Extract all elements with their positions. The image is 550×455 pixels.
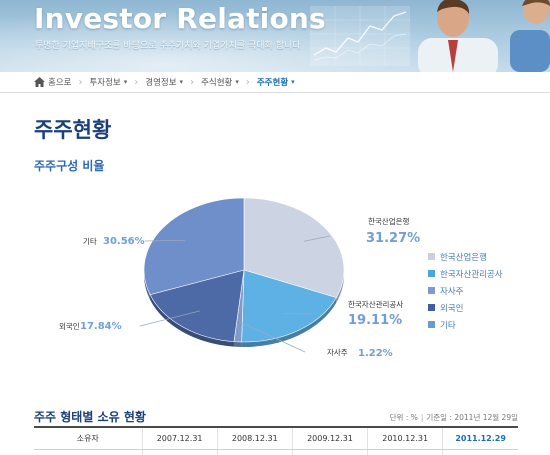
base-date-label: 기준일 : 2011년 12월 29일 bbox=[426, 413, 518, 422]
legend-item: 한국자산관리공사 bbox=[428, 265, 503, 282]
caret-down-icon: ▾ bbox=[235, 78, 239, 86]
slice-name-label: 한국산업은행 bbox=[368, 216, 409, 226]
leader-line bbox=[144, 239, 186, 242]
leader-line bbox=[283, 313, 313, 315]
breadcrumb-item-stock[interactable]: 주식현황 ▾ bbox=[201, 76, 239, 88]
column-header: 2008.12.31 bbox=[216, 426, 293, 450]
legend-swatch bbox=[428, 270, 435, 277]
table-cell bbox=[367, 449, 443, 455]
caret-down-icon: ▾ bbox=[179, 78, 184, 86]
breadcrumb-separator-icon: › bbox=[245, 76, 250, 88]
legend-item: 기타 bbox=[428, 316, 503, 333]
unit-note: 단위 : % | 기준일 : 2011년 12월 29일 bbox=[390, 412, 518, 423]
breadcrumb-divider bbox=[0, 92, 550, 93]
column-header: 2009.12.31 bbox=[291, 426, 368, 450]
section-title-ownership: 주주 형태별 소유 현황 bbox=[34, 410, 146, 424]
column-header-current: 2011.12.29 bbox=[442, 426, 518, 450]
breadcrumb-home-label: 홈으로 bbox=[48, 78, 72, 88]
leader-line bbox=[239, 321, 306, 353]
breadcrumb-separator-icon: › bbox=[190, 76, 195, 88]
section-title-composition: 주주구성 비율 bbox=[34, 159, 105, 173]
table-cell bbox=[34, 449, 142, 455]
pie-slice-wall bbox=[144, 270, 151, 300]
caret-down-icon: ▾ bbox=[123, 78, 128, 86]
legend-swatch bbox=[428, 253, 435, 260]
column-header: 2010.12.31 bbox=[367, 426, 443, 450]
legend-label: 한국산업은행 bbox=[440, 252, 487, 263]
slice-name-label: 기타 bbox=[83, 237, 97, 246]
pie-slice bbox=[149, 269, 245, 342]
pie-slice bbox=[241, 269, 337, 343]
home-icon bbox=[34, 77, 45, 87]
ir-banner: Investor Relations 투명한 기업지배구조를 바탕으로 주주가치… bbox=[0, 0, 550, 72]
table-cell bbox=[216, 449, 293, 455]
table-cell bbox=[141, 449, 218, 455]
pie-slice bbox=[243, 197, 345, 298]
column-header-owner: 소유자 bbox=[34, 426, 142, 450]
legend-label: 외국인 bbox=[440, 303, 464, 314]
page-title: 주주현황 bbox=[34, 118, 112, 142]
legend-item: 자사주 bbox=[428, 282, 503, 299]
slice-name-label: 외국인 bbox=[59, 321, 80, 331]
slice-name-label: 한국자산관리공사 bbox=[348, 299, 403, 309]
unit-divider: | bbox=[420, 413, 424, 422]
legend-label: 자사주 bbox=[440, 286, 464, 297]
ownership-table-wrap: 소유자 2007.12.31 2008.12.31 2009.12.31 201… bbox=[34, 426, 518, 455]
legend-item: 외국인 bbox=[428, 299, 503, 316]
legend-swatch bbox=[428, 287, 435, 294]
shareholder-pie-chart: 한국산업은행 31.27% 한국자산관리공사 19.11% 자사주 1.22% 외국인 17.… bbox=[59, 197, 420, 359]
slice-value-label: 1.22% bbox=[358, 348, 393, 359]
breadcrumb-separator-icon: › bbox=[134, 76, 139, 88]
breadcrumb-separator-icon: › bbox=[78, 76, 83, 88]
banner-subtitle: 투명한 기업지배구조를 바탕으로 주주가치와 기업가치를 극대화 합니다 bbox=[35, 41, 301, 51]
legend-label: 기타 bbox=[440, 320, 456, 331]
table-cell bbox=[442, 449, 518, 455]
breadcrumb-label: 주주현황 bbox=[256, 78, 289, 88]
column-header: 2007.12.31 bbox=[141, 426, 218, 450]
slice-name-label: 자사주 bbox=[327, 348, 348, 357]
breadcrumb-item-shareholders[interactable]: 주주현황 ▾ bbox=[257, 76, 295, 88]
unit-label: 단위 : % bbox=[389, 413, 418, 422]
slice-value-label: 17.84% bbox=[80, 321, 122, 332]
breadcrumb-label: 경영정보 bbox=[145, 78, 177, 88]
legend-item: 한국산업은행 bbox=[428, 248, 503, 265]
breadcrumb-home[interactable]: 홈으로 bbox=[34, 76, 71, 88]
table-cell bbox=[291, 449, 368, 455]
table-row bbox=[34, 449, 518, 455]
breadcrumb-item-management[interactable]: 경영정보 ▾ bbox=[145, 76, 183, 88]
pie-slice-wall bbox=[233, 341, 242, 347]
pie-slice-wall bbox=[150, 294, 234, 347]
ownership-table: 소유자 2007.12.31 2008.12.31 2009.12.31 201… bbox=[34, 426, 518, 455]
banner-title: Investor Relations bbox=[34, 2, 326, 35]
chart-legend: 한국산업은행 한국자산관리공사 자사주 외국인 기타 bbox=[428, 248, 503, 333]
legend-label: 한국자산관리공사 bbox=[440, 269, 503, 280]
leader-line bbox=[139, 310, 200, 327]
table-header-row: 소유자 2007.12.31 2008.12.31 2009.12.31 201… bbox=[34, 426, 518, 450]
slice-value-label: 19.11% bbox=[348, 313, 402, 328]
legend-swatch bbox=[428, 304, 435, 311]
breadcrumb-label: 투자정보 bbox=[89, 78, 121, 88]
breadcrumb-item-invest[interactable]: 투자정보 ▾ bbox=[89, 76, 127, 88]
slice-value-label: 30.56% bbox=[103, 236, 145, 247]
slice-value-label: 31.27% bbox=[366, 231, 420, 246]
breadcrumb-label: 주식현황 bbox=[201, 78, 233, 88]
banner-businessmen-image bbox=[310, 0, 550, 72]
caret-down-icon: ▾ bbox=[291, 78, 295, 86]
legend-swatch bbox=[428, 321, 435, 328]
breadcrumb: 홈으로 › 투자정보 ▾ › 경영정보 ▾ › 주식현황 ▾ › 주주현황 ▾ bbox=[34, 72, 524, 92]
pie-slice bbox=[143, 197, 245, 295]
leader-line bbox=[303, 235, 331, 242]
